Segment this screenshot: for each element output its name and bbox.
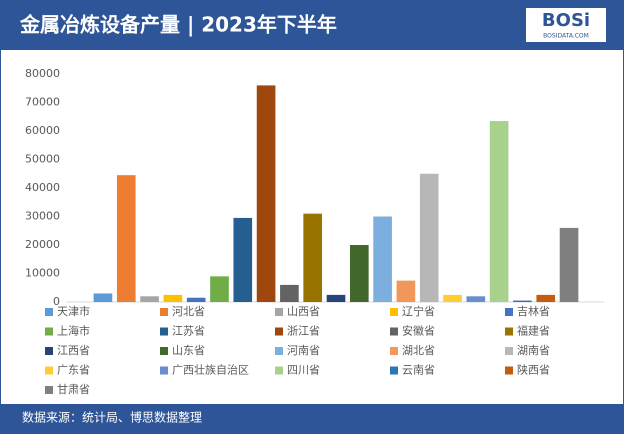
bar (280, 284, 299, 302)
bar (419, 173, 439, 302)
bar (163, 294, 183, 302)
legend-swatch (390, 366, 398, 375)
legend-swatch (275, 308, 283, 316)
legend-swatch (45, 308, 53, 316)
source: 数据来源：统计局、博思数据整理 (22, 410, 202, 425)
bar (140, 296, 159, 302)
bar (349, 245, 369, 302)
legend-swatch (160, 347, 168, 355)
bar (233, 217, 253, 302)
logo-box (526, 8, 606, 42)
y-tick-label: 60000 (25, 124, 60, 137)
legend-swatch (45, 327, 53, 336)
logo: BOSi (542, 10, 590, 31)
legend-swatch (390, 308, 398, 316)
legend-label: 安徽省 (402, 324, 435, 338)
legend-label: 湖南省 (517, 344, 550, 357)
legend-label: 天津市 (57, 304, 90, 318)
legend-swatch (160, 308, 168, 316)
bar (303, 213, 323, 302)
legend-label: 河北省 (172, 305, 205, 318)
legend-swatch (160, 366, 168, 375)
bar (396, 280, 416, 302)
bar (489, 121, 509, 303)
legend-label: 河南省 (287, 344, 320, 357)
legend-label: 陕西省 (517, 363, 550, 377)
legend-label: 山西省 (287, 305, 320, 318)
y-tick-label: 40000 (25, 181, 60, 194)
legend-swatch (275, 327, 283, 336)
legend-label: 甘肃省 (57, 383, 90, 396)
legend-swatch (390, 327, 398, 336)
legend-label: 上海市 (57, 324, 90, 338)
legend-swatch (505, 327, 513, 336)
legend-swatch (275, 366, 283, 375)
legend-label: 吉林省 (517, 304, 550, 318)
bar (466, 296, 486, 302)
legend-label: 广西壮族自治区 (172, 363, 249, 377)
bar (256, 85, 276, 303)
bar (536, 294, 556, 302)
y-tick-label: 80000 (25, 67, 60, 80)
legend-label: 浙江省 (287, 325, 320, 338)
legend-label: 云南省 (402, 364, 435, 377)
bar (559, 227, 579, 302)
y-tick-label: 0 (53, 295, 60, 308)
bar (116, 175, 136, 302)
bar (186, 297, 206, 302)
legend-swatch (390, 347, 398, 355)
bar (210, 276, 229, 302)
legend-swatch (45, 347, 53, 355)
legend-label: 广东省 (57, 364, 90, 377)
legend-swatch (160, 327, 168, 336)
legend-label: 山东省 (172, 344, 205, 357)
y-tick-label: 10000 (25, 267, 60, 280)
legend-swatch (505, 308, 513, 316)
logo-sub: BOSIDATA.COM (543, 33, 589, 40)
bar (513, 300, 532, 302)
footer-bar (0, 404, 624, 434)
legend-label: 福建省 (517, 324, 550, 338)
legend-swatch (505, 366, 513, 375)
bar (93, 293, 113, 302)
bar (443, 294, 462, 302)
y-tick-label: 30000 (25, 210, 60, 223)
y-tick-label: 50000 (25, 153, 60, 166)
legend-swatch (45, 366, 53, 375)
y-tick-label: 70000 (25, 96, 60, 109)
header-bar (0, 0, 624, 50)
legend-label: 四川省 (287, 364, 320, 377)
legend-swatch (45, 386, 53, 394)
legend-swatch (275, 347, 283, 355)
title: 金属冶炼设备产量 | 2023年下半年 (19, 13, 337, 37)
bar (326, 294, 346, 302)
legend-label: 江西省 (57, 344, 90, 357)
legend-label: 江苏省 (172, 325, 205, 338)
legend-label: 湖北省 (402, 344, 435, 357)
y-tick-label: 20000 (25, 238, 60, 251)
legend-label: 辽宁省 (402, 304, 435, 318)
legend-swatch (505, 347, 513, 355)
bar (373, 216, 392, 302)
